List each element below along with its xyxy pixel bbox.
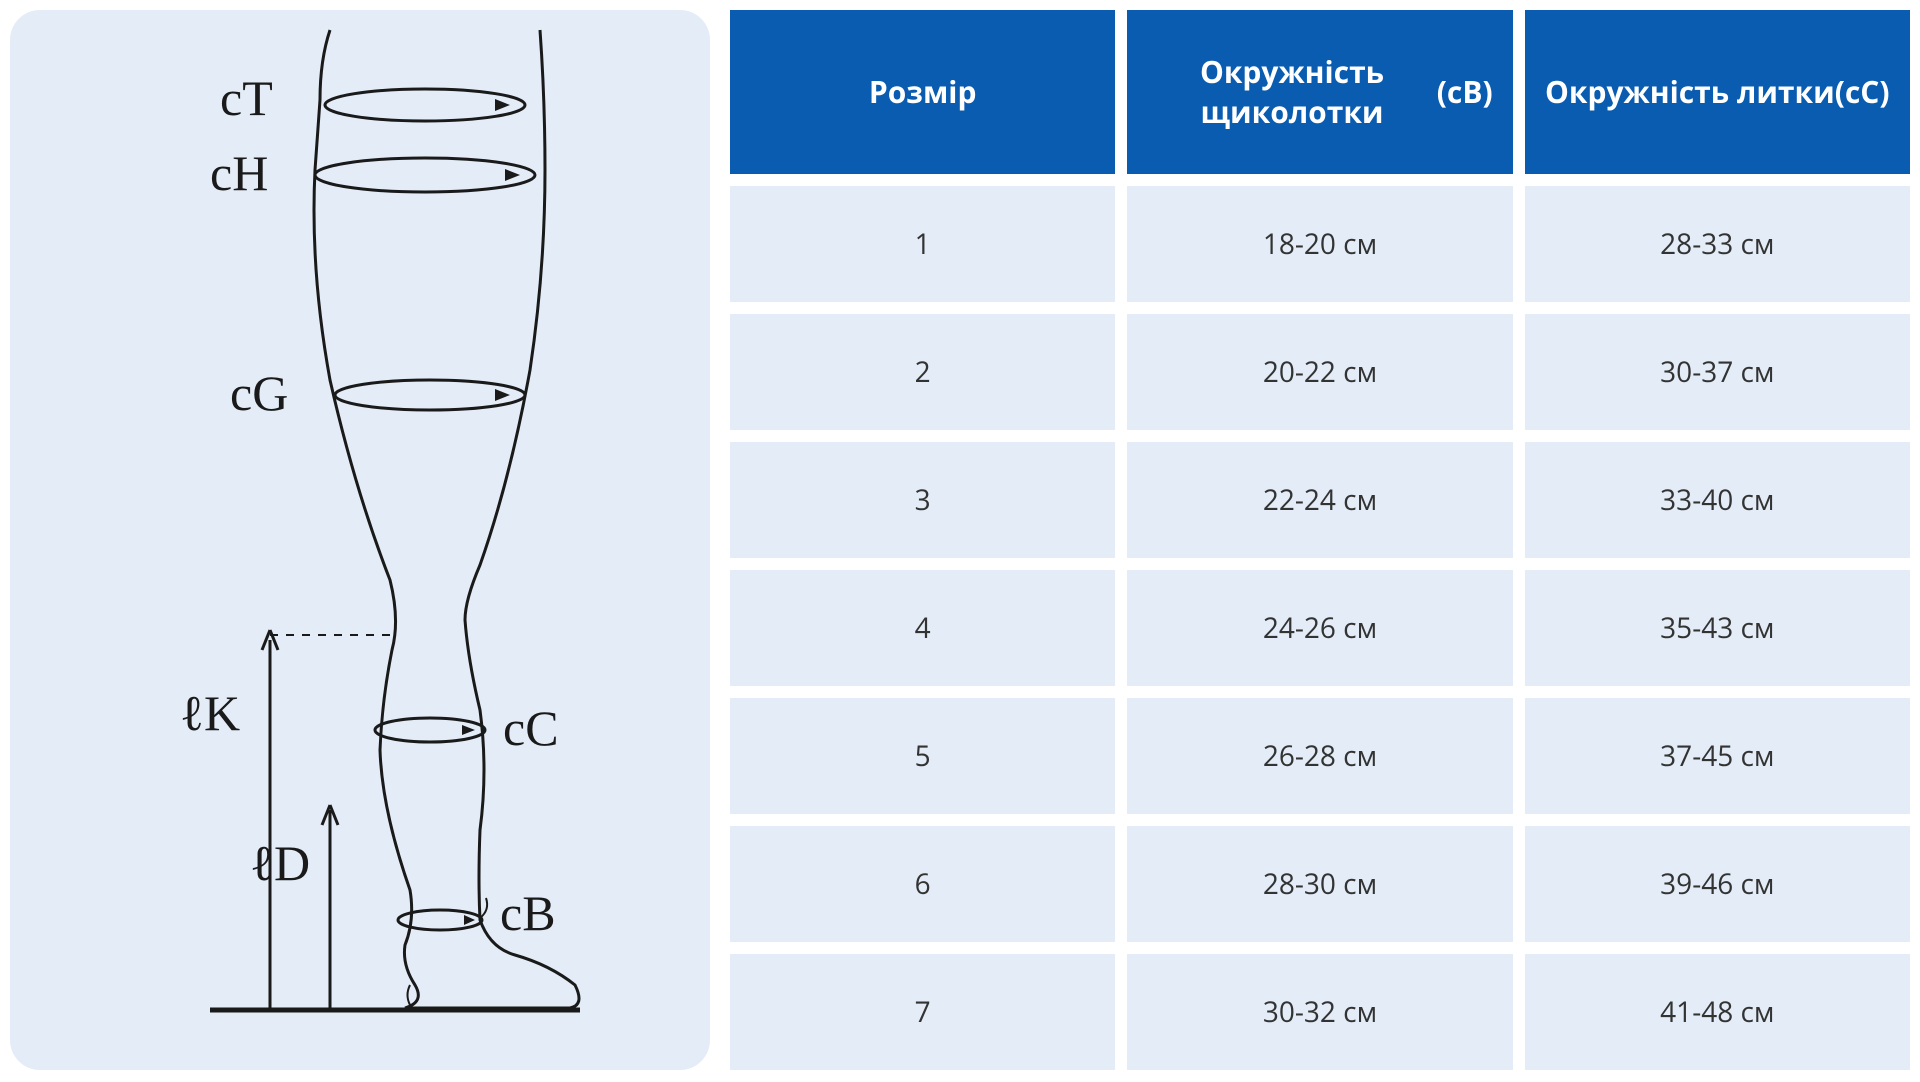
size-table: РозмірОкружність щиколотки(cB)Окружність… (730, 10, 1910, 1070)
size-table-header-cell: Розмір (730, 10, 1115, 174)
size-table-row: 424-26 см35-43 см (730, 570, 1910, 686)
size-table-row: 526-28 см37-45 см (730, 698, 1910, 814)
label-cT: cT (220, 70, 273, 126)
size-table-cell: 2 (730, 314, 1115, 430)
size-table-header-row: РозмірОкружність щиколотки(cB)Окружність… (730, 10, 1910, 174)
label-lD: ℓD (250, 835, 310, 891)
size-table-cell: 22-24 см (1127, 442, 1512, 558)
size-table-row: 730-32 см41-48 см (730, 954, 1910, 1070)
size-table-header-cell: Окружність щиколотки(cB) (1127, 10, 1512, 174)
size-table-cell: 20-22 см (1127, 314, 1512, 430)
size-table-cell: 18-20 см (1127, 186, 1512, 302)
size-table-cell: 5 (730, 698, 1115, 814)
label-lK: ℓK (180, 685, 240, 741)
leg-diagram-panel: cT cH cG ℓK cC ℓD cB (10, 10, 710, 1070)
size-table-cell: 35-43 см (1525, 570, 1910, 686)
size-table-cell: 39-46 см (1525, 826, 1910, 942)
label-cB: cB (500, 885, 556, 941)
size-table-row: 118-20 см28-33 см (730, 186, 1910, 302)
label-cG: cG (230, 365, 288, 421)
size-table-cell: 37-45 см (1525, 698, 1910, 814)
size-table-cell: 28-33 см (1525, 186, 1910, 302)
size-table-cell: 41-48 см (1525, 954, 1910, 1070)
leg-diagram-svg: cT cH cG ℓK cC ℓD cB (10, 10, 710, 1070)
size-table-cell: 1 (730, 186, 1115, 302)
size-table-row: 322-24 см33-40 см (730, 442, 1910, 558)
size-table-cell: 26-28 см (1127, 698, 1512, 814)
size-table-cell: 7 (730, 954, 1115, 1070)
label-cH: cH (210, 145, 268, 201)
size-table-cell: 30-37 см (1525, 314, 1910, 430)
size-table-cell: 3 (730, 442, 1115, 558)
size-table-cell: 33-40 см (1525, 442, 1910, 558)
size-table-cell: 4 (730, 570, 1115, 686)
size-table-row: 220-22 см30-37 см (730, 314, 1910, 430)
size-table-header-cell: Окружність литки(cC) (1525, 10, 1910, 174)
size-table-row: 628-30 см39-46 см (730, 826, 1910, 942)
size-table-cell: 24-26 см (1127, 570, 1512, 686)
size-table-cell: 30-32 см (1127, 954, 1512, 1070)
label-cC: cC (503, 700, 559, 756)
size-table-cell: 28-30 см (1127, 826, 1512, 942)
size-table-cell: 6 (730, 826, 1115, 942)
